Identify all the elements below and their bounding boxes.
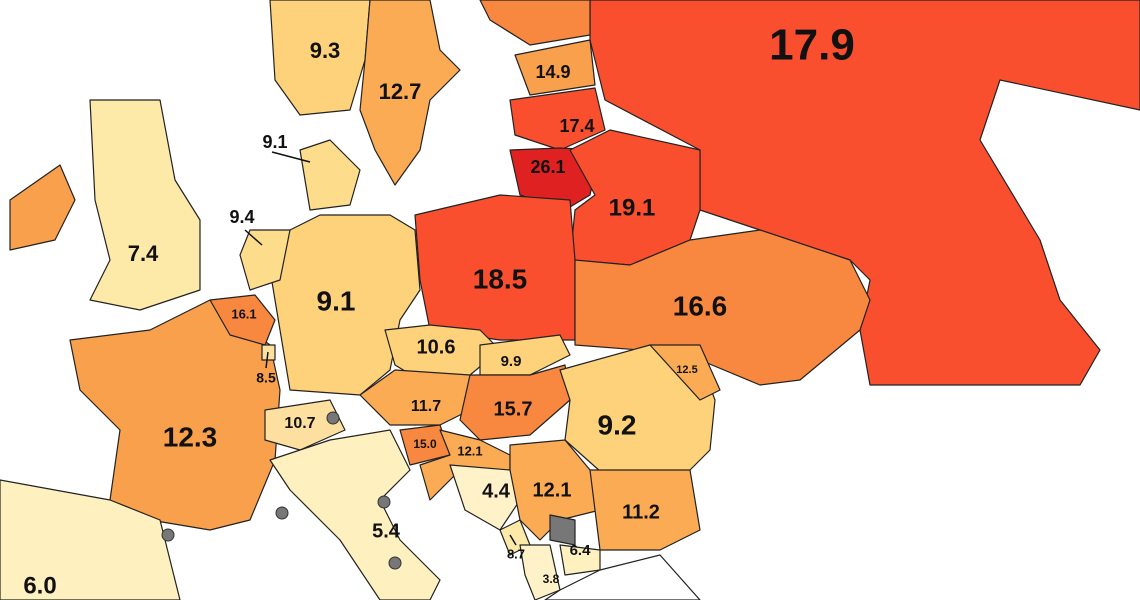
region-label: 5.4 [372, 520, 401, 542]
region-label: 12.5 [676, 364, 697, 376]
albania [519, 544, 561, 600]
region-label: 15.7 [494, 398, 533, 420]
leader-lines [244, 151, 517, 546]
region-label: 16.6 [673, 290, 728, 321]
dot [161, 528, 175, 542]
leader-line [271, 151, 311, 163]
region-label: 15.0 [413, 437, 437, 451]
ireland [9, 164, 76, 251]
hungary [459, 364, 571, 441]
region-label: 8.7 [507, 546, 525, 561]
region-label: 4.4 [482, 480, 511, 502]
leader-line [265, 351, 269, 369]
dot [326, 411, 340, 425]
region-label: 19.1 [609, 194, 656, 221]
region-label: 12.3 [163, 421, 218, 452]
bosnia [449, 464, 521, 531]
dot [275, 506, 289, 520]
dot [377, 495, 391, 509]
region-label: 7.4 [128, 241, 159, 266]
region-label: 12.7 [379, 79, 422, 104]
norway [269, 0, 371, 116]
region-label: 12.1 [457, 443, 482, 458]
region-label: 6.0 [23, 572, 56, 599]
spain [0, 479, 181, 600]
region-label: 10.7 [284, 415, 315, 432]
region-label: 8.5 [256, 370, 276, 386]
leader-line [509, 534, 517, 546]
region-label: 9.1 [262, 132, 287, 152]
region-label: 9.3 [310, 38, 341, 63]
labels: 17.9 9.3 12.7 14.9 17.4 26.1 19.1 9.1 7.4 9.4 9.1 1… [23, 21, 855, 600]
region-label: 17.9 [769, 21, 855, 70]
slovakia [479, 334, 571, 376]
kosovo [549, 514, 576, 546]
region-label: 9.9 [501, 353, 522, 370]
region-label: 9.1 [317, 285, 356, 316]
region-label: 16.1 [231, 306, 256, 321]
region-label: 3.8 [543, 572, 560, 586]
region-label: 6.4 [570, 542, 592, 559]
region-label: 18.5 [473, 263, 528, 294]
region-label: 9.2 [598, 409, 637, 440]
city-dots [161, 411, 402, 570]
greece [544, 554, 701, 600]
finland [479, 0, 591, 46]
moldova [649, 344, 721, 401]
sweden [359, 0, 461, 186]
region-label: 26.1 [530, 157, 565, 177]
netherlands [239, 229, 291, 291]
leader-line [244, 229, 263, 246]
bulgaria [589, 469, 701, 551]
region-label: 11.7 [411, 398, 441, 415]
estonia [514, 39, 596, 96]
region-label: 14.9 [535, 62, 570, 82]
switzerland [264, 399, 346, 451]
region-label: 9.4 [229, 207, 254, 227]
uk [89, 99, 201, 311]
belgium [209, 294, 276, 346]
dot [388, 556, 402, 570]
region-label: 10.6 [417, 336, 456, 358]
latvia [509, 87, 606, 151]
region-label: 11.2 [622, 501, 660, 523]
denmark [299, 139, 361, 211]
region-label: 17.4 [559, 116, 594, 136]
region-label: 12.1 [533, 479, 572, 501]
